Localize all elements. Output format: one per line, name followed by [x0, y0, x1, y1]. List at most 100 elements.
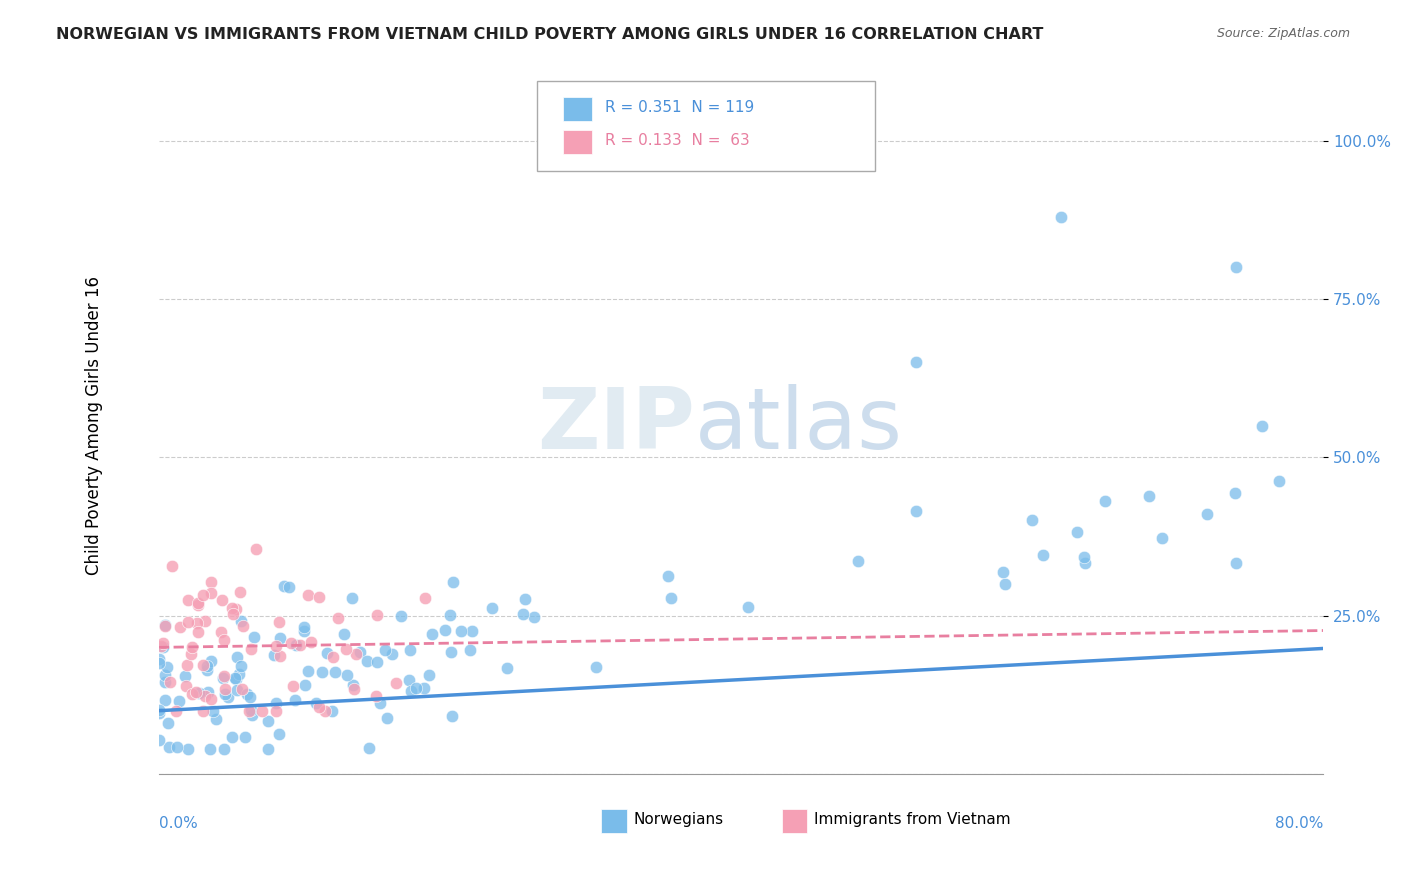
Point [212, 669, 235, 683]
Bar [782, 809, 807, 833]
Point [256, 741, 278, 756]
Point [321, 705, 343, 719]
Point [240, 707, 263, 722]
Point [239, 690, 262, 704]
Point [156, 660, 179, 674]
Point [401, 683, 423, 698]
Point [461, 624, 484, 639]
Point [181, 687, 204, 701]
Point [496, 661, 519, 675]
Point [368, 696, 391, 710]
Point [398, 673, 420, 687]
Point [148, 703, 170, 717]
Point [200, 574, 222, 589]
Point [1195, 508, 1218, 522]
Point [200, 585, 222, 599]
Point [335, 642, 357, 657]
Point [231, 659, 253, 673]
Point [195, 663, 218, 677]
Point [148, 706, 170, 721]
Point [380, 647, 402, 661]
Point [342, 678, 364, 692]
Point [283, 679, 305, 693]
Point [440, 645, 463, 659]
Point [194, 614, 217, 628]
Point [160, 559, 183, 574]
Point [297, 588, 319, 602]
Point [433, 624, 456, 638]
Point [226, 682, 249, 697]
Point [385, 676, 408, 690]
Point [904, 355, 927, 369]
Point [450, 624, 472, 638]
Point [166, 739, 188, 754]
Point [177, 592, 200, 607]
Point [176, 615, 198, 629]
Point [229, 585, 252, 599]
Point [153, 693, 176, 707]
Point [148, 657, 170, 671]
Text: R = 0.351  N = 119: R = 0.351 N = 119 [605, 100, 754, 115]
Point [186, 615, 208, 630]
Point [1021, 513, 1043, 527]
Point [148, 733, 170, 747]
Point [412, 681, 434, 695]
Point [250, 704, 273, 718]
Point [269, 615, 291, 629]
Point [1150, 531, 1173, 545]
Point [513, 591, 536, 606]
Point [212, 741, 235, 756]
Point [846, 554, 869, 568]
Point [214, 682, 236, 697]
Point [231, 615, 253, 629]
Point [152, 640, 174, 654]
Bar [562, 129, 592, 154]
Point [224, 672, 246, 686]
Point [285, 638, 308, 652]
Point [232, 619, 254, 633]
Point [991, 565, 1014, 579]
Point [1225, 260, 1247, 275]
Point [269, 631, 291, 645]
Point [366, 656, 388, 670]
Point [221, 730, 243, 744]
Point [333, 627, 356, 641]
Point [181, 640, 204, 655]
Point [159, 675, 181, 690]
Point [153, 674, 176, 689]
Point [149, 639, 172, 653]
Point [994, 577, 1017, 591]
Point [176, 679, 198, 693]
Point [1225, 556, 1247, 570]
Point [299, 635, 322, 649]
Point [443, 574, 465, 589]
Point [336, 667, 359, 681]
Point [418, 668, 440, 682]
Point [481, 601, 503, 615]
Point [165, 704, 187, 718]
Point [278, 581, 301, 595]
Point [460, 643, 482, 657]
Point [266, 704, 288, 718]
Point [439, 607, 461, 622]
Point [148, 651, 170, 665]
Point [284, 692, 307, 706]
Point [294, 620, 316, 634]
Point [374, 643, 396, 657]
Point [290, 639, 312, 653]
Point [169, 620, 191, 634]
Point [1137, 489, 1160, 503]
Point [214, 688, 236, 702]
Point [194, 689, 217, 703]
Point [323, 665, 346, 680]
Point [239, 703, 262, 717]
Point [292, 624, 315, 638]
Point [174, 669, 197, 683]
Point [187, 624, 209, 639]
Point [297, 664, 319, 678]
Point [1032, 548, 1054, 562]
Point [1094, 493, 1116, 508]
Point [200, 654, 222, 668]
Point [226, 649, 249, 664]
Point [267, 727, 290, 741]
